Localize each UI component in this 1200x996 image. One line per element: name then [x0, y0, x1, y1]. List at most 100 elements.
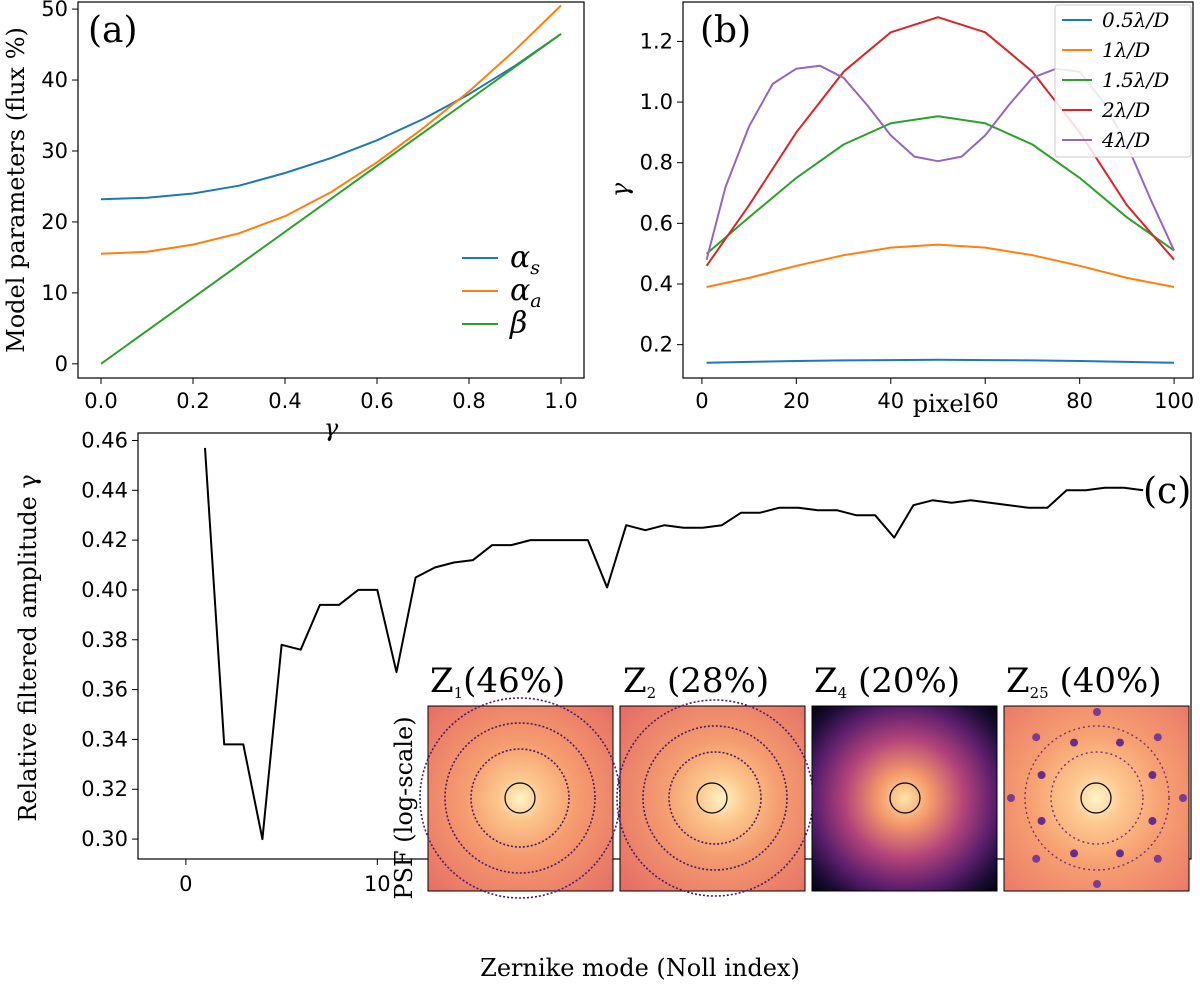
psf-inset-z4-title: Z4 (20%) [814, 661, 960, 702]
psf-core-contour-z25 [1080, 782, 1112, 814]
xtick-label-a-4: 0.8 [452, 389, 485, 413]
ytick-label-b-3: 0.8 [640, 151, 673, 175]
ytick-label-a-1: 10 [41, 281, 68, 305]
legend-label-a-0: αs [510, 240, 540, 279]
panel-c-ylabel: Relative filtered amplitude γ [14, 474, 42, 822]
ytick-label-c-2: 0.34 [81, 727, 128, 751]
xtick-label-a-2: 0.4 [268, 389, 301, 413]
psf-outer-spot-z25-0 [1179, 794, 1187, 802]
legend-label-b-3: 2λ/D [1101, 98, 1150, 122]
ytick-label-b-5: 1.2 [640, 29, 673, 53]
psf-spot-z25-6 [1115, 738, 1124, 747]
ytick-label-a-2: 20 [41, 210, 68, 234]
series-line-b-0 [706, 358, 1175, 364]
psf-core-contour-z1 [504, 782, 536, 814]
psf-spot-z25-7 [1148, 771, 1157, 780]
psf-outer-spot-z25-3 [1032, 854, 1041, 863]
series-line-b-1 [706, 243, 1175, 288]
panel-b-xlabel: pixel [913, 390, 971, 418]
legend-box-b [1054, 4, 1192, 158]
psf-core-contour-z4 [889, 782, 921, 814]
legend-label-b-0: 0.5λ/D [1102, 8, 1169, 32]
panel-c-series [204, 447, 1144, 841]
panel-a-label: (a) [88, 10, 138, 51]
xtick-label-b-2: 40 [877, 389, 904, 413]
ytick-label-c-3: 0.36 [81, 678, 128, 702]
psf-outer-spot-z25-5 [1032, 733, 1041, 742]
legend-label-a-1: αa [510, 273, 542, 312]
ytick-label-c-6: 0.42 [81, 528, 128, 552]
ytick-label-a-0: 0 [55, 352, 68, 376]
psf-image-z4 [811, 705, 998, 892]
psf-image-z25 [1003, 705, 1190, 892]
panel-c-yticks: 0.30 0.32 0.34 0.36 0.38 0.40 0.42 0.44 0.46 [81, 428, 138, 851]
series-line-a-0 [100, 33, 562, 201]
psf-outer-spot-z25-7 [1153, 733, 1162, 742]
ytick-label-c-5: 0.40 [81, 578, 128, 602]
psf-inset-z4: Z4 (20%) [811, 661, 998, 892]
xtick-label-a-5: 1.0 [544, 389, 577, 413]
psf-spot-z25-5 [1070, 738, 1079, 747]
panel-b-legend: 0.5λ/D 1λ/D 1.5λ/D 2λ/D 4λ/D [1054, 4, 1192, 158]
panel-a: 0.0 0.2 0.4 0.6 0.8 1.0 0 10 20 30 40 50 (a) γ Mod… [2, 0, 585, 442]
panel-a-yticks: 0 10 20 30 40 50 [41, 0, 78, 376]
psf-outer-spot-z25-6 [1093, 708, 1101, 716]
panel-b-xticks: 0 20 40 60 80 100 [695, 378, 1194, 413]
psf-spot-z25-4 [1037, 771, 1046, 780]
panel-b-ylabel: γ [606, 182, 634, 197]
ytick-label-b-2: 0.6 [640, 211, 673, 235]
ytick-label-b-4: 1.0 [640, 90, 673, 114]
psf-image-z1 [427, 705, 614, 892]
ytick-label-b-0: 0.2 [640, 333, 673, 357]
psf-spot-z25-2 [1070, 849, 1079, 858]
psf-inset-z25: Z25 (40%) [1003, 661, 1190, 892]
panel-c-label: (c) [1143, 471, 1191, 512]
xtick-label-a-3: 0.6 [360, 389, 393, 413]
xtick-label-c-1: 10 [364, 872, 391, 896]
psf-insets: PSF (log-scale) Z1(46%) Z2 (28%) [390, 661, 1190, 900]
xtick-label-b-5: 100 [1154, 389, 1194, 413]
panel-b-label: (b) [700, 10, 751, 51]
xtick-label-a-1: 0.2 [176, 389, 209, 413]
psf-core-contour-z2 [696, 782, 728, 814]
panel-b-frame [682, 1, 1194, 379]
xtick-label-c-0: 0 [179, 872, 192, 896]
ytick-label-c-7: 0.44 [81, 478, 128, 502]
ytick-label-c-8: 0.46 [81, 428, 128, 452]
psf-inset-z2: Z2 (28%) [616, 661, 814, 897]
psf-spots-z25 [1007, 708, 1187, 888]
ytick-label-a-5: 50 [41, 0, 68, 21]
series-line-a-1 [100, 4, 562, 255]
panel-c-xlabel: Zernike mode (Noll index) [480, 954, 800, 982]
psf-spot-z25-1 [1115, 849, 1124, 858]
ytick-label-b-1: 0.4 [640, 272, 673, 296]
xtick-label-b-1: 20 [783, 389, 810, 413]
legend-label-b-2: 1.5λ/D [1102, 68, 1169, 92]
series-line-a-2 [100, 33, 562, 365]
panel-a-xticks: 0.0 0.2 0.4 0.6 0.8 1.0 [84, 378, 578, 413]
psf-rings-z25 [1024, 725, 1170, 871]
panel-b: 0 20 40 60 80 100 0.2 0.4 0.6 0.8 1.0 1.2 (b) pixe… [606, 1, 1194, 418]
xtick-label-a-0: 0.0 [84, 389, 117, 413]
panel-a-frame [77, 1, 585, 379]
psf-outer-spot-z25-1 [1153, 854, 1162, 863]
panel-a-series [100, 4, 562, 365]
panel-a-xlabel: γ [324, 414, 339, 442]
ytick-label-a-3: 30 [41, 139, 68, 163]
psf-image-z2 [619, 705, 806, 892]
psf-outer-spot-z25-2 [1093, 880, 1101, 888]
psf-inset-z1-title: Z1(46%) [430, 661, 565, 702]
panel-a-ylabel: Model parameters (flux %) [2, 27, 30, 353]
psf-spot-z25-0 [1148, 816, 1157, 825]
psf-inset-ylabel: PSF (log-scale) [390, 716, 418, 899]
xtick-label-b-3: 60 [972, 389, 999, 413]
ytick-label-c-0: 0.30 [81, 827, 128, 851]
legend-label-b-4: 4λ/D [1101, 128, 1150, 152]
psf-spot-z25-3 [1037, 816, 1046, 825]
legend-label-b-1: 1λ/D [1102, 38, 1150, 62]
psf-inset-z1: Z1(46%) [419, 661, 621, 899]
panel-b-yticks: 0.2 0.4 0.6 0.8 1.0 1.2 [640, 29, 683, 357]
